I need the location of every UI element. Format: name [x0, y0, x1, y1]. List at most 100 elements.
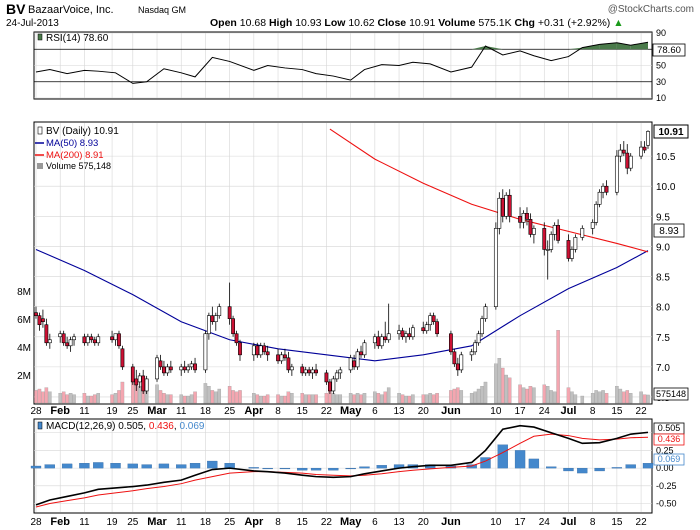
candle-body — [37, 315, 42, 326]
volume-bar — [590, 393, 595, 404]
candle-body — [556, 225, 561, 241]
candle-body — [137, 375, 142, 383]
volume-box-value: 575148 — [656, 389, 686, 399]
volume-bar — [355, 393, 360, 404]
candle-body — [44, 324, 49, 344]
volume-bar — [44, 387, 49, 404]
candle-body — [130, 366, 135, 383]
candle-body — [234, 333, 239, 344]
exchange-name: Nasdaq GM — [138, 5, 186, 15]
macd-histogram-bar — [359, 466, 370, 469]
volume-bar — [335, 394, 339, 404]
volume-bar — [397, 393, 401, 404]
macd-y-tick-label: 0.00 — [656, 463, 674, 473]
candle-body — [410, 327, 415, 338]
volume-value: 575.1K — [478, 17, 511, 29]
macd-histogram-bar — [563, 467, 574, 472]
x-tick-label: 8 — [590, 406, 596, 417]
candle-body — [331, 378, 336, 392]
x-tick-label: 18 — [200, 406, 212, 417]
x-axis-macd: 28 Feb 11 19 25 Mar 11 18 25 Apr 8 15 22 May 6 13 20 Jun 1… — [30, 516, 647, 528]
price-y-tick-label: 10.0 — [656, 182, 676, 193]
volume-y-axis: 2M 4M 6M 8M — [17, 287, 31, 382]
x-tick-label: Mar — [147, 516, 167, 528]
candle-body — [324, 372, 329, 383]
volume-bar — [407, 395, 412, 404]
x-tick-label: 22 — [636, 517, 648, 528]
volume-bar — [286, 391, 291, 404]
price-y-tick-label: 10.5 — [656, 152, 676, 163]
volume-bar — [137, 386, 142, 404]
volume-bar — [189, 394, 194, 404]
volume-bar — [573, 394, 578, 404]
x-tick-label: Jul — [561, 405, 577, 417]
candle-body — [82, 336, 87, 344]
rsi-line — [35, 41, 649, 84]
volume-bar — [182, 395, 187, 404]
x-tick-label: 24 — [539, 517, 551, 528]
volume-bar — [400, 394, 405, 404]
candle-body — [286, 357, 291, 371]
candle-body — [255, 345, 260, 356]
macd-histogram-bar — [110, 463, 121, 469]
volume-bar — [58, 393, 62, 404]
volume-bar — [162, 393, 166, 404]
x-axis-price: 28 Feb 11 19 25 Mar 11 18 25 Apr 8 15 22 May 6 13 20 Jun 1… — [30, 405, 647, 417]
volume-bar — [307, 394, 311, 404]
candle-body — [483, 306, 488, 319]
volume-bar — [518, 384, 522, 404]
macd-histogram-bar — [625, 464, 636, 469]
volume-bar — [283, 395, 287, 404]
candle-body — [289, 366, 294, 371]
volume-bar — [483, 381, 488, 404]
volume-bar — [324, 393, 329, 404]
volume-bar — [622, 391, 626, 404]
volume-bar — [37, 388, 42, 404]
candle-body — [469, 351, 474, 356]
macd-histogram-bar — [528, 458, 540, 469]
candle-body — [580, 228, 585, 238]
volume-bar — [528, 386, 533, 404]
x-tick-label: 28 — [30, 406, 42, 417]
volume-bar — [542, 384, 547, 404]
volume-bar — [525, 388, 529, 404]
hist-box-value: 0.069 — [658, 454, 681, 464]
volume-bar — [207, 386, 211, 404]
macd-histogram-bar — [310, 467, 322, 471]
volume-bar — [473, 391, 477, 404]
close-value: 10.91 — [409, 17, 435, 29]
candle-body — [590, 222, 595, 229]
x-tick-label: 25 — [224, 517, 236, 528]
x-tick-label: 11 — [176, 517, 187, 528]
candle-body — [58, 333, 63, 338]
legend-volume: Volume 575,148 — [46, 161, 111, 171]
close-label: Close — [378, 17, 407, 29]
volume-bar — [86, 395, 90, 404]
candle-body — [500, 197, 505, 217]
candle-body — [628, 155, 633, 169]
volume-bar — [165, 394, 170, 404]
candle-body — [206, 315, 211, 335]
macd-histogram-bar — [546, 466, 557, 469]
volume-bar — [618, 388, 623, 404]
ma-value-box: 8.93 — [653, 223, 685, 238]
candle-body — [117, 333, 121, 347]
volume-bar — [373, 391, 377, 404]
x-tick-label: 19 — [107, 517, 119, 528]
x-tick-label: 22 — [636, 406, 648, 417]
candle-body — [435, 321, 439, 335]
candle-body — [276, 354, 280, 362]
volume-bar — [352, 394, 356, 404]
candle-body — [41, 318, 45, 323]
x-tick-label: 22 — [321, 406, 333, 417]
candle-body — [213, 315, 218, 323]
x-tick-label: 22 — [321, 517, 333, 528]
volume-y-tick-label: 8M — [17, 287, 31, 298]
macd-histogram-bar — [141, 464, 152, 469]
candle-body — [165, 366, 170, 374]
candle-body — [85, 336, 90, 344]
candle-body — [217, 306, 222, 316]
candle-body — [65, 342, 70, 347]
volume-bar — [604, 393, 609, 404]
